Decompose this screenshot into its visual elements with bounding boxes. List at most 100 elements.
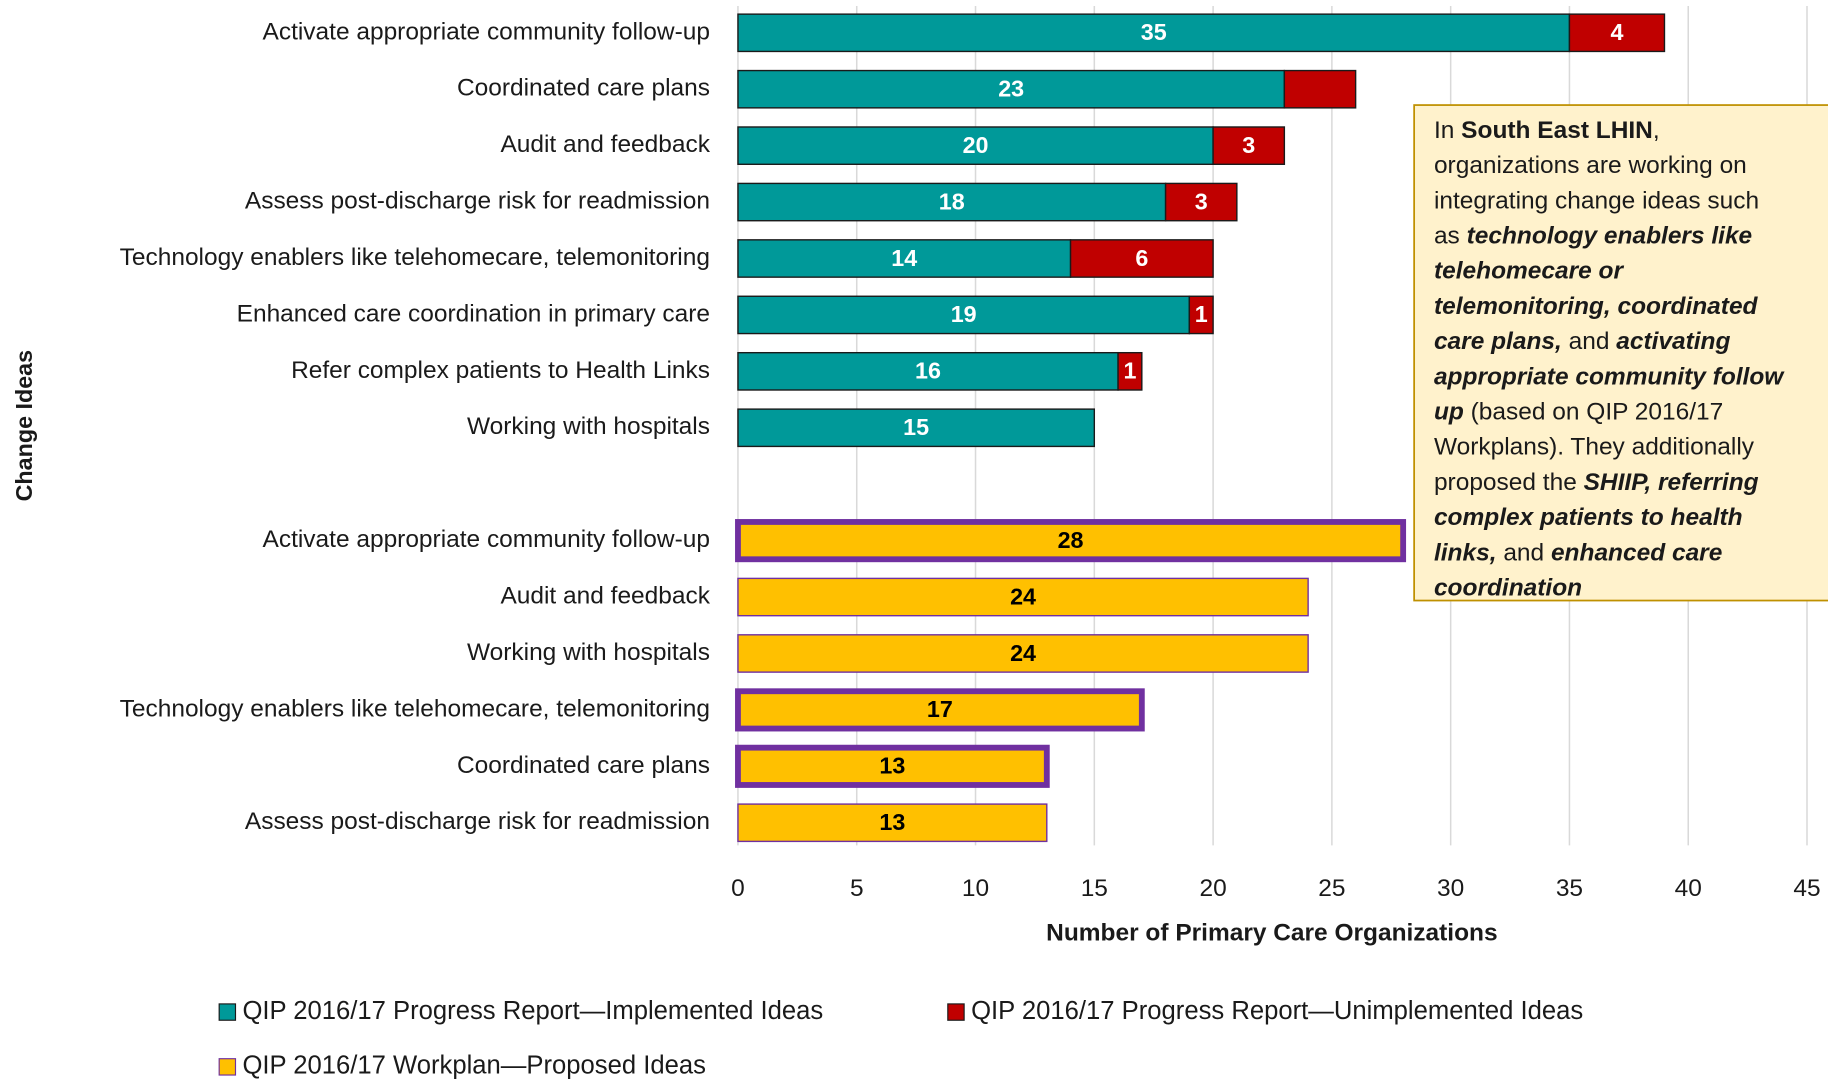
bar [737,182,1167,222]
annotation-line: appropriate community follow [1434,364,1785,391]
annotation-text: In [1434,117,1461,144]
annotation-text: SHIIP, referring [1584,469,1759,496]
x-tick-label: 25 [1318,875,1345,902]
annotation-text: care plans, [1434,329,1562,356]
x-tick-label: 35 [1556,875,1583,902]
annotation-text: technology enablers like [1467,223,1753,250]
bar [737,295,1191,335]
data-label: 17 [927,696,953,722]
bar [1188,295,1214,335]
bar [737,351,1119,391]
data-label: 18 [939,188,965,214]
annotation-line: Workplans). They additionally [1434,434,1755,461]
bar [1283,69,1357,109]
annotation-text: telemonitoring, coordinated [1434,293,1759,320]
annotation-text: integrating change ideas such [1434,188,1759,215]
y-tick-label: Coordinated care plans [457,75,710,102]
annotation-line: telemonitoring, coordinated [1434,293,1759,320]
annotation-text: and [1562,329,1616,356]
annotation-line: telehomecare or [1434,258,1625,285]
x-tick-label: 0 [731,875,745,902]
data-label: 28 [1058,527,1084,553]
bar [737,69,1286,109]
annotation-box [1413,104,1828,602]
annotation-line: integrating change ideas such [1434,188,1759,215]
y-tick-label: Technology enablers like telehomecare, t… [120,244,710,271]
bar [1164,182,1238,222]
bar [735,744,1050,788]
bar [1117,351,1143,391]
annotation-line: proposed the SHIIP, referring [1434,469,1759,496]
x-tick-label: 40 [1675,875,1702,902]
y-tick-label: Assess post-discharge risk for readmissi… [245,808,710,835]
annotation-line: In South East LHIN, [1434,117,1660,144]
data-label: 4 [1610,19,1623,45]
bar [735,519,1407,563]
annotation-text: up [1434,399,1464,426]
annotation-text: (based on QIP 2016/17 [1464,399,1723,426]
y-tick-label: Technology enablers like telehomecare, t… [120,695,710,722]
data-label: 16 [915,358,941,384]
annotation-text: appropriate community follow [1434,364,1785,391]
data-label: 3 [1242,132,1255,158]
legend-swatch [218,1003,237,1021]
legend-label: QIP 2016/17 Workplan—Proposed Ideas [242,1052,705,1080]
bar [1568,13,1666,53]
annotation-text: and [1497,540,1551,567]
annotation-text: Workplans). They additionally [1434,434,1755,461]
y-tick-label: Activate appropriate community follow-up [263,18,710,45]
y-tick-label: Assess post-discharge risk for readmissi… [245,188,710,215]
x-tick-label: 20 [1199,875,1226,902]
annotation-text: as [1434,223,1467,250]
annotation-text: organizations are working on [1434,153,1747,180]
legend-swatch [947,1003,965,1021]
data-label: 19 [951,301,977,327]
annotation-text: complex patients to health [1434,505,1743,532]
data-label: 35 [1141,19,1167,45]
bar [737,577,1309,617]
data-label: 24 [1010,583,1036,609]
data-label: 1 [1123,358,1136,384]
x-tick-label: 5 [850,875,864,902]
y-axis-title: Change Ideas [11,350,37,501]
x-axis-title: Number of Primary Care Organizations [1046,919,1497,946]
y-tick-label: Working with hospitals [467,413,710,440]
x-tick-label: 10 [962,875,989,902]
annotation-line: up (based on QIP 2016/17 [1434,399,1723,426]
legend-label: QIP 2016/17 Progress Report—Unimplemente… [971,997,1583,1025]
data-label: 24 [1010,640,1036,666]
data-label: 15 [903,414,929,440]
data-label: 6 [1135,245,1148,271]
bar [735,688,1145,732]
data-label: 13 [879,809,905,835]
data-label: 13 [879,753,905,779]
legend-label: QIP 2016/17 Progress Report—Implemented … [242,997,823,1025]
y-tick-label: Activate appropriate community follow-up [263,526,710,553]
annotation-line: organizations are working on [1434,153,1747,180]
bar [1069,239,1214,278]
data-label: 23 [998,76,1024,102]
annotation-text: links, [1434,540,1497,567]
bar [737,803,1048,843]
bar [737,408,1096,448]
y-tick-label: Working with hospitals [467,639,710,666]
x-tick-label: 30 [1437,875,1464,902]
bar [737,634,1309,673]
y-tick-label: Audit and feedback [500,583,710,610]
data-label: 14 [891,245,917,271]
annotation-line: coordination [1434,575,1582,602]
y-tick-label: Coordinated care plans [457,752,710,779]
bar [737,239,1072,278]
x-tick-label: 15 [1081,875,1108,902]
annotation-text: telehomecare or [1434,258,1625,285]
annotation-text: , [1653,117,1660,144]
annotation-line: care plans, and activating [1434,329,1731,356]
annotation-text: proposed the [1434,469,1584,496]
data-label: 1 [1195,301,1208,327]
bar [737,126,1214,165]
annotation-line: links, and enhanced care [1434,540,1722,567]
annotation-line: as technology enablers like [1434,223,1752,250]
y-tick-label: Refer complex patients to Health Links [291,357,710,384]
annotation-text: South East LHIN [1461,117,1653,144]
